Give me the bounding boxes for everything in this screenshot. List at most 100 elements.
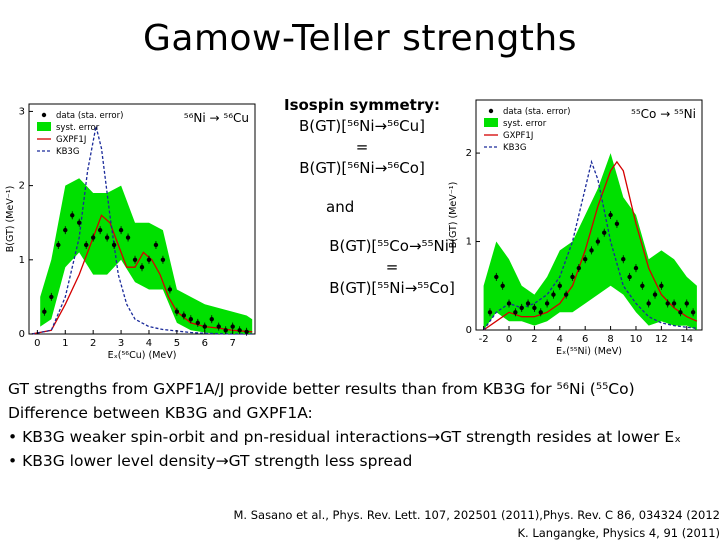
data-point — [621, 257, 626, 262]
text-line-4: • KB3G lower level density→GT strength l… — [8, 452, 413, 470]
legend-marker-syst — [484, 118, 498, 127]
legend-entry: syst. error — [484, 118, 547, 129]
x-tick-label: 8 — [607, 334, 613, 345]
references: M. Sasano et al., Phys. Rev. Lett. 107, … — [233, 506, 720, 542]
legend-label: data (sta. error) — [503, 107, 570, 117]
x-tick-label: 2 — [90, 338, 96, 349]
data-point — [174, 309, 180, 314]
data-point — [595, 239, 601, 244]
legend-entry: KB3G — [484, 143, 526, 153]
data-point — [494, 274, 499, 280]
data-point — [646, 301, 651, 306]
data-point — [230, 324, 235, 329]
legend-label: GXPF1J — [56, 135, 86, 145]
data-point — [63, 227, 68, 233]
data-point — [602, 230, 607, 235]
data-point — [563, 292, 569, 297]
data-point — [146, 257, 152, 263]
data-point — [627, 274, 632, 280]
data-point — [487, 310, 493, 315]
x-tick-label: 3 — [118, 338, 124, 349]
data-point — [513, 310, 518, 315]
reaction-label: ⁵⁵Co → ⁵⁵Ni — [631, 107, 696, 121]
gxpf1j-line — [483, 160, 698, 331]
data-point — [532, 305, 537, 311]
data-point — [132, 257, 138, 263]
text-line-2: Difference between KB3G and GXPF1A: — [8, 404, 313, 422]
y-tick-label: 2 — [466, 148, 472, 159]
legend-marker-data — [41, 112, 47, 118]
reference-2: K. Langangke, Physics 4, 91 (2011) — [517, 526, 720, 540]
kb3g-line — [31, 126, 253, 335]
data-point — [83, 242, 89, 248]
x-tick-label: 0 — [506, 334, 512, 345]
y-tick-label: 2 — [19, 181, 25, 192]
data-point — [576, 265, 582, 271]
legend-label: syst. error — [503, 119, 547, 129]
syst-error-band — [40, 178, 253, 334]
data-point — [551, 292, 556, 297]
data-point — [153, 242, 159, 248]
legend-entry: data (sta. error) — [41, 111, 123, 121]
legend-entry: GXPF1J — [37, 135, 86, 145]
data-point — [614, 221, 620, 227]
x-axis-label: Eₓ(⁵⁶Cu) (MeV) — [108, 350, 177, 360]
data-point — [237, 328, 242, 333]
data-point — [111, 242, 117, 248]
x-tick-label: 6 — [202, 338, 208, 349]
data-point — [223, 328, 228, 333]
data-point — [608, 212, 613, 218]
data-point — [195, 320, 201, 326]
legend-marker-data — [488, 108, 494, 114]
data-point — [70, 213, 75, 218]
data-point — [671, 301, 677, 306]
data-point — [90, 235, 96, 240]
reference-1: M. Sasano et al., Phys. Rev. Lett. 107, … — [233, 508, 720, 522]
data-point — [160, 257, 166, 263]
isospin-line-2: B(GT)[⁵⁶Ni→⁵⁶Co] — [299, 159, 425, 177]
legend-entry: syst. error — [37, 122, 100, 133]
x-tick-label: 6 — [582, 334, 588, 345]
data-point — [589, 248, 594, 253]
data-point — [684, 301, 689, 306]
data-point — [77, 220, 82, 225]
x-tick-label: -2 — [479, 334, 489, 345]
data-point — [181, 313, 187, 318]
data-point — [652, 292, 658, 297]
data-point — [188, 316, 194, 322]
text-line-3: • KB3G weaker spin-orbit and pn-residual… — [8, 428, 682, 446]
x-tick-label: 4 — [146, 338, 152, 349]
isospin-line-4: B(GT)[⁵⁵Ni→⁵⁵Co] — [329, 279, 455, 297]
legend-entry: GXPF1J — [484, 131, 533, 141]
isospin-and: and — [326, 198, 355, 216]
data-point — [42, 309, 47, 314]
slide-title: Gamow-Teller strengths — [143, 18, 577, 59]
x-tick-label: 2 — [531, 334, 537, 345]
data-point — [104, 235, 110, 240]
data-point — [167, 287, 173, 292]
data-point — [538, 310, 543, 315]
y-tick-label: 3 — [19, 106, 25, 117]
data-point — [519, 305, 524, 311]
isospin-line-3: B(GT)[⁵⁵Co→⁵⁵Ni] — [329, 237, 455, 255]
x-tick-label: 5 — [174, 338, 180, 349]
data-point — [209, 316, 214, 322]
x-axis-label: Eₓ(⁵⁵Ni) (MeV) — [556, 346, 622, 356]
isospin-heading: Isospin symmetry: — [283, 96, 440, 114]
x-tick-label: 1 — [62, 338, 68, 349]
data-point — [633, 265, 639, 271]
isospin-equals-2: = — [385, 258, 399, 276]
text-line-1: GT strengths from GXPF1A/J provide bette… — [8, 380, 635, 398]
data-point — [525, 301, 531, 306]
isospin-equals-1: = — [355, 138, 369, 156]
legend-label: syst. error — [56, 123, 100, 133]
legend-label: data (sta. error) — [56, 111, 123, 121]
x-tick-label: 12 — [655, 334, 668, 345]
data-point — [56, 242, 61, 248]
y-tick-label: 1 — [466, 237, 472, 248]
y-tick-label: 0 — [19, 329, 25, 340]
data-point — [659, 283, 664, 288]
x-tick-label: 0 — [34, 338, 40, 349]
